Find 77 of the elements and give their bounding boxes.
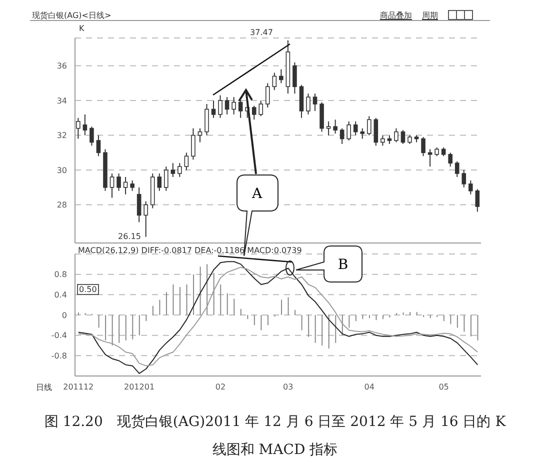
candlestick — [123, 176, 128, 195]
candlestick — [360, 128, 365, 140]
candlestick — [353, 120, 358, 136]
y-tick-label: 0.8 — [54, 270, 67, 280]
candlestick — [178, 162, 182, 178]
text: 周期 — [422, 10, 438, 21]
candlestick — [238, 100, 243, 118]
candlestick — [136, 186, 142, 223]
candlestick — [116, 173, 121, 192]
annotation: B — [338, 257, 348, 273]
candlestick — [400, 130, 406, 144]
x-tick-label: 03 — [283, 382, 294, 392]
chart-title: 现货白银(AG)<日线> — [32, 10, 112, 21]
candlestick — [204, 104, 209, 136]
candlestick — [265, 82, 270, 108]
candlestick — [184, 152, 189, 171]
y-axis-title: K — [79, 24, 84, 33]
candlestick — [428, 148, 432, 168]
candlestick — [306, 93, 310, 115]
candlestick — [326, 120, 331, 136]
candlestick — [475, 188, 480, 212]
candlestick — [90, 126, 94, 146]
candlestick — [96, 134, 101, 157]
candlestick — [252, 105, 256, 120]
candlestick — [110, 173, 114, 198]
candlestick — [346, 120, 351, 141]
candlestick — [272, 72, 277, 91]
candlestick — [211, 100, 216, 118]
candlestick — [130, 180, 134, 192]
x-tick-label: 201112 — [63, 382, 94, 392]
annotation: A — [250, 186, 263, 202]
y-tick-label: 34 — [56, 96, 67, 106]
candlestick — [292, 62, 297, 94]
candlestick — [374, 117, 378, 146]
candlestick — [232, 96, 236, 115]
y-tick-label: 0.4 — [54, 290, 67, 300]
text: 商品叠加 — [380, 10, 412, 21]
y-tick-label: -0.4 — [51, 331, 67, 340]
candlestick — [191, 128, 196, 160]
chart-title: MACD(26,12,9) DIFF:-0.0817 DEA:-0.1186 MACD:0.0739 — [78, 246, 302, 255]
y-tick-label: 28 — [56, 200, 67, 210]
candlestick — [157, 173, 162, 192]
candlestick — [258, 100, 264, 117]
candlestick — [198, 128, 202, 143]
candlestick — [421, 136, 426, 157]
x-tick-label: 02 — [215, 382, 226, 392]
text: 37.47 — [250, 28, 273, 37]
candlestick — [218, 94, 222, 118]
candlestick — [366, 116, 372, 136]
candlestick — [454, 160, 460, 178]
caption: 图 12.20 现货白银(AG)2011 年 12 月 6 日至 2012 年 5 月 16 日的 K 线图和 MACD 指标 — [43, 413, 507, 460]
candlestick — [224, 96, 230, 115]
y-tick-label: -0.8 — [51, 352, 67, 361]
candlestick — [164, 166, 168, 192]
candlestick — [144, 200, 148, 238]
x-tick-label: 201201 — [124, 382, 155, 392]
x-axis-title: 日线 — [36, 382, 52, 393]
candlestick — [279, 68, 284, 84]
annotation: 0.50 — [77, 284, 99, 295]
candlestick — [468, 180, 473, 195]
candlestick — [82, 114, 88, 136]
candlestick — [340, 128, 344, 144]
x-tick-label: 05 — [438, 382, 449, 392]
y-tick-label: 32 — [56, 131, 67, 140]
candlestick — [380, 134, 385, 146]
candlestick — [170, 162, 176, 178]
x-tick-label: 04 — [364, 382, 374, 392]
y-tick-label: 30 — [56, 166, 67, 175]
annotation: 26.15 — [118, 232, 141, 241]
candlestick — [462, 170, 466, 188]
candlestick — [76, 117, 80, 140]
candlestick — [394, 128, 398, 143]
candlestick — [312, 93, 318, 112]
candlestick — [333, 119, 338, 134]
y-tick-label: 36 — [56, 62, 67, 71]
candlestick — [448, 152, 452, 168]
y-tick-label: 0 — [62, 310, 67, 320]
